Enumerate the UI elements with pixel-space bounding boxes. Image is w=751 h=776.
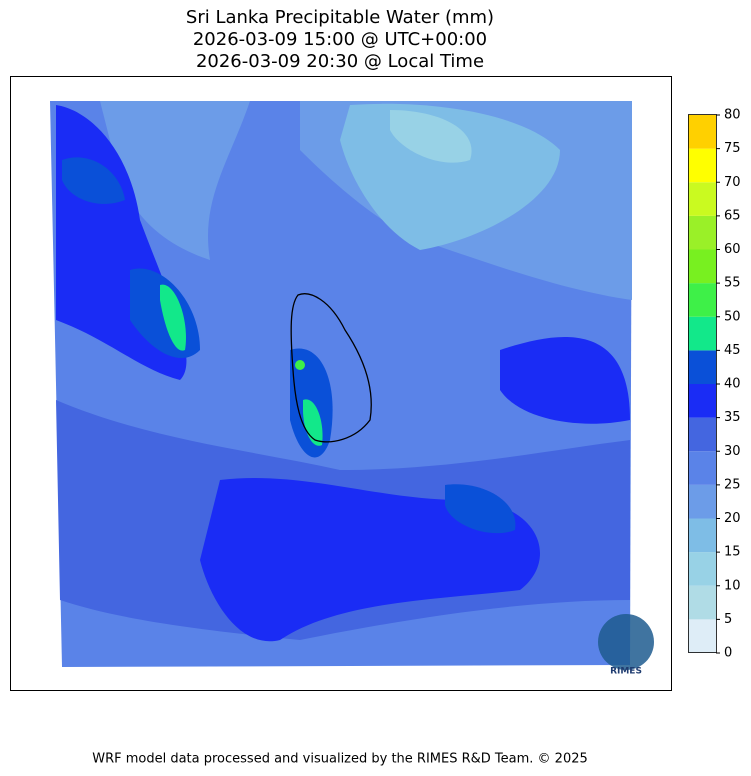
colorbar-segment [688, 552, 716, 586]
colorbar-tick-label: 70 [724, 175, 741, 190]
colorbar-tick-label: 25 [724, 477, 741, 492]
colorbar-segment [688, 451, 716, 485]
colorbar-segment [688, 619, 716, 653]
colorbar-frame [688, 114, 717, 653]
colorbar-tick-label: 60 [724, 242, 741, 257]
colorbar-tick-label: 65 [724, 208, 741, 223]
colorbar-segment [688, 484, 716, 519]
colorbar-segment [688, 215, 716, 250]
colorbar-segment [688, 249, 716, 284]
colorbar-segment [688, 518, 716, 553]
colorbar-tick-label: 10 [724, 578, 741, 593]
colorbar-tick-label: 35 [724, 410, 741, 425]
colorbar-tick-label: 0 [724, 646, 732, 661]
colorbar-tick-label: 40 [724, 377, 741, 392]
footer: WRF model data processed and visualized … [92, 752, 588, 767]
colorbar-segment [688, 417, 716, 452]
map-field [50, 101, 632, 667]
colorbar-tick-label: 50 [724, 309, 741, 324]
title-line: 2026-03-09 15:00 @ UTC+00:00 [193, 29, 487, 50]
logo: RIMES [598, 614, 654, 677]
logo-label: RIMES [610, 667, 642, 677]
colorbar-segment [688, 148, 716, 183]
title-line: 2026-03-09 20:30 @ Local Time [196, 51, 484, 72]
colorbar-tick-label: 30 [724, 444, 741, 459]
colorbar-tick-label: 20 [724, 511, 741, 526]
colorbar-tick-label: 15 [724, 545, 741, 560]
colorbar-segment [688, 384, 716, 418]
colorbar-tick-label: 45 [724, 343, 741, 358]
colorbar-segment [688, 585, 716, 620]
colorbar-segment [688, 115, 716, 149]
colorbar-tick-label: 75 [724, 141, 741, 156]
colorbar-tick-label: 5 [724, 612, 732, 627]
colorbar: 0 5 10 15 20 25 30 35 40 45 50 55 60 65 70 75 80 [688, 108, 741, 661]
colorbar-segment [688, 350, 716, 384]
colorbar-segment [688, 283, 716, 317]
colorbar-segment [688, 316, 716, 351]
colorbar-tick-label: 80 [724, 108, 741, 123]
colorbar-segment [688, 182, 716, 216]
title-line: Sri Lanka Precipitable Water (mm) [186, 7, 494, 28]
colorbar-tick-label: 55 [724, 276, 741, 291]
